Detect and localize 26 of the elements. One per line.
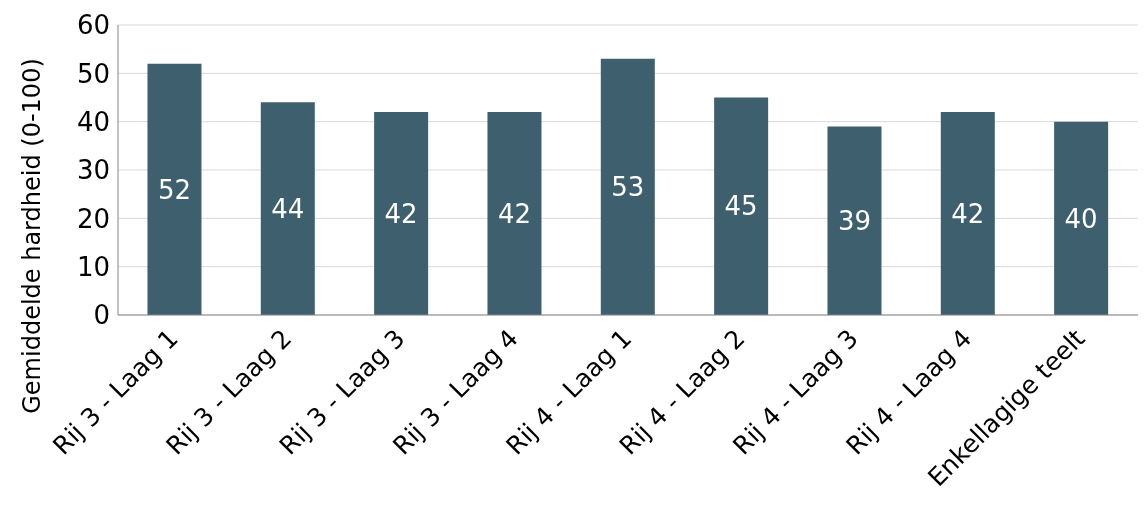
y-tick-label: 20 <box>76 203 110 234</box>
y-tick-label: 60 <box>76 10 110 41</box>
data-label: 52 <box>157 174 192 205</box>
data-label: 39 <box>837 205 872 236</box>
bar <box>147 63 202 315</box>
bar <box>940 112 995 315</box>
y-tick-label: 40 <box>76 106 110 137</box>
y-tick-label: 30 <box>76 155 110 186</box>
bar <box>260 102 315 315</box>
data-label: 40 <box>1064 203 1098 234</box>
data-label: 42 <box>384 198 418 229</box>
bar <box>1054 121 1109 315</box>
y-tick-label: 0 <box>93 300 110 331</box>
y-tick-label: 10 <box>76 251 110 282</box>
bar <box>487 112 542 315</box>
data-label: 45 <box>724 191 758 222</box>
bar <box>714 97 769 315</box>
data-label: 44 <box>271 193 305 224</box>
y-tick-label: 50 <box>76 58 110 89</box>
data-label: 42 <box>951 198 985 229</box>
y-axis-title: Gemiddelde hardheid (0-100) <box>18 58 46 414</box>
bar <box>374 112 429 315</box>
bar <box>600 58 655 315</box>
data-label: 53 <box>611 172 645 203</box>
data-label: 42 <box>497 198 532 229</box>
bar <box>827 126 882 315</box>
